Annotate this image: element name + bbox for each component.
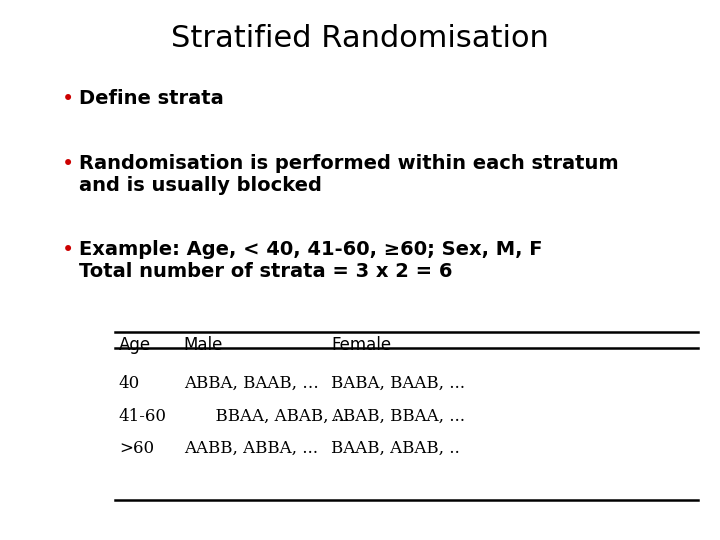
Text: BAAB, ABAB, ..: BAAB, ABAB, ..: [331, 440, 460, 457]
Text: BBAA, ABAB, ...: BBAA, ABAB, ...: [184, 408, 349, 424]
Text: Male: Male: [184, 336, 223, 354]
Text: Age: Age: [119, 336, 151, 354]
Text: 40: 40: [119, 375, 140, 392]
Text: •: •: [62, 89, 75, 109]
Text: 41-60: 41-60: [119, 408, 167, 424]
Text: Randomisation is performed within each stratum
and is usually blocked: Randomisation is performed within each s…: [79, 154, 618, 195]
Text: BABA, BAAB, ...: BABA, BAAB, ...: [331, 375, 465, 392]
Text: ABBA, BAAB, …: ABBA, BAAB, …: [184, 375, 318, 392]
Text: Define strata: Define strata: [79, 89, 224, 108]
Text: •: •: [62, 154, 75, 174]
Text: Stratified Randomisation: Stratified Randomisation: [171, 24, 549, 53]
Text: Female: Female: [331, 336, 392, 354]
Text: AABB, ABBA, ...: AABB, ABBA, ...: [184, 440, 318, 457]
Text: •: •: [62, 240, 75, 260]
Text: ABAB, BBAA, ...: ABAB, BBAA, ...: [331, 408, 465, 424]
Text: Example: Age, < 40, 41-60, ≥60; Sex, M, F
Total number of strata = 3 x 2 = 6: Example: Age, < 40, 41-60, ≥60; Sex, M, …: [79, 240, 543, 281]
Text: >60: >60: [119, 440, 154, 457]
